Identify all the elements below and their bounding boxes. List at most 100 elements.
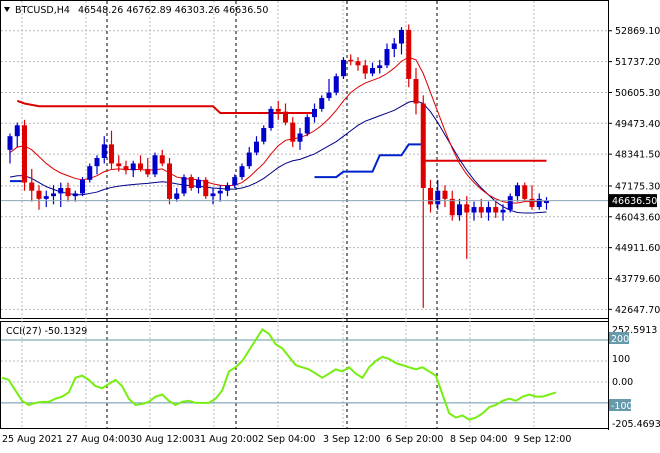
bull-candle[interactable] (536, 193, 542, 210)
bull-candle[interactable] (80, 177, 85, 197)
candle-body (275, 108, 281, 112)
bull-candle[interactable] (58, 182, 64, 208)
candle-body (181, 177, 187, 194)
candle-body (174, 193, 180, 199)
cci-axis-100: 100 (612, 354, 630, 365)
bull-candle[interactable] (210, 187, 216, 205)
bull-candle[interactable] (87, 163, 93, 183)
bear-candle[interactable] (478, 198, 484, 218)
bull-candle[interactable] (268, 106, 274, 131)
bull-candle[interactable] (94, 155, 100, 175)
bear-candle[interactable] (275, 100, 281, 120)
bear-candle[interactable] (138, 155, 143, 172)
bull-candle[interactable] (370, 62, 375, 77)
bear-candle[interactable] (529, 185, 535, 210)
bull-candle[interactable] (341, 57, 346, 79)
bull-candle[interactable] (196, 177, 201, 194)
bull-candle[interactable] (384, 43, 390, 69)
bull-candle[interactable] (101, 136, 107, 164)
bear-candle[interactable] (116, 155, 122, 172)
bull-candle[interactable] (399, 27, 404, 55)
bear-candle[interactable] (283, 103, 288, 126)
bull-candle[interactable] (319, 95, 325, 112)
bull-candle[interactable] (152, 152, 158, 178)
fast-ma-line (9, 56, 547, 204)
price-tick-label: 43779.60 (615, 274, 660, 285)
bull-candle[interactable] (435, 179, 441, 210)
bull-candle[interactable] (14, 122, 20, 148)
bull-candle[interactable] (246, 147, 252, 169)
bull-candle[interactable] (507, 193, 513, 213)
bull-candle[interactable] (130, 160, 136, 178)
bull-candle[interactable] (254, 136, 259, 156)
bear-candle[interactable] (65, 182, 71, 202)
candle-body (457, 204, 462, 216)
bull-candle[interactable] (261, 125, 267, 145)
ohlc-label: 46548.26 46762.89 46303.26 46636.50 (78, 5, 268, 16)
bull-candle[interactable] (377, 59, 383, 74)
candles[interactable] (7, 24, 550, 308)
symbol-label[interactable]: BTCUSD,H4 (15, 5, 70, 16)
bear-candle[interactable] (420, 95, 426, 308)
bull-candle[interactable] (326, 78, 332, 101)
candle-body (399, 29, 404, 44)
bull-candle[interactable] (304, 114, 310, 137)
bull-candle[interactable] (312, 103, 317, 123)
bear-candle[interactable] (22, 119, 27, 191)
bear-candle[interactable] (159, 149, 165, 167)
bull-candle[interactable] (297, 128, 303, 150)
cci-indicator-label[interactable]: CCI(27) -50.1329 (6, 326, 87, 337)
bull-candle[interactable] (43, 190, 49, 208)
bear-candle[interactable] (188, 174, 194, 191)
candle-body (486, 207, 491, 213)
bull-candle[interactable] (181, 174, 187, 197)
candle-body (529, 198, 535, 208)
bull-candle[interactable] (500, 204, 506, 221)
candle-body (471, 207, 477, 213)
bull-candle[interactable] (174, 187, 180, 202)
bull-candle[interactable] (239, 163, 245, 180)
candle-body (304, 117, 310, 134)
candle-body (493, 207, 499, 213)
bull-candle[interactable] (471, 201, 477, 221)
bull-candle[interactable] (391, 38, 397, 58)
candle-body (167, 163, 172, 199)
price-tick-label: 46043.60 (615, 212, 660, 223)
bear-candle[interactable] (442, 185, 448, 208)
candle-body (435, 190, 441, 205)
bear-candle[interactable] (493, 201, 499, 218)
bull-candle[interactable] (486, 201, 491, 221)
bull-candle[interactable] (544, 197, 549, 210)
bull-candle[interactable] (515, 182, 520, 202)
bear-candle[interactable] (109, 130, 114, 169)
bear-candle[interactable] (290, 117, 296, 148)
bull-candle[interactable] (457, 198, 462, 221)
bear-candle[interactable] (348, 54, 354, 66)
bear-candle[interactable] (362, 59, 368, 79)
bear-candle[interactable] (355, 57, 361, 71)
bear-candle[interactable] (522, 182, 528, 202)
bear-candle[interactable] (203, 177, 209, 199)
cci-axis-200: 200 (611, 334, 629, 345)
bear-candle[interactable] (464, 196, 470, 259)
bull-candle[interactable] (72, 190, 78, 202)
bear-candle[interactable] (449, 190, 455, 221)
bull-candle[interactable] (225, 182, 230, 197)
bear-candle[interactable] (406, 24, 412, 88)
bear-candle[interactable] (36, 185, 42, 210)
candle-body (464, 204, 470, 213)
triangle-down-icon[interactable] (4, 7, 10, 12)
bear-candle[interactable] (145, 158, 151, 178)
bull-candle[interactable] (7, 133, 13, 164)
bear-candle[interactable] (123, 160, 129, 175)
bull-candle[interactable] (217, 185, 223, 202)
bear-candle[interactable] (413, 68, 419, 115)
bear-candle[interactable] (29, 168, 35, 202)
bear-candle[interactable] (428, 179, 433, 213)
bull-candle[interactable] (333, 73, 339, 96)
bull-candle[interactable] (51, 185, 56, 205)
bull-candle[interactable] (232, 174, 238, 188)
bear-candle[interactable] (167, 158, 172, 205)
candle-body (188, 177, 194, 188)
